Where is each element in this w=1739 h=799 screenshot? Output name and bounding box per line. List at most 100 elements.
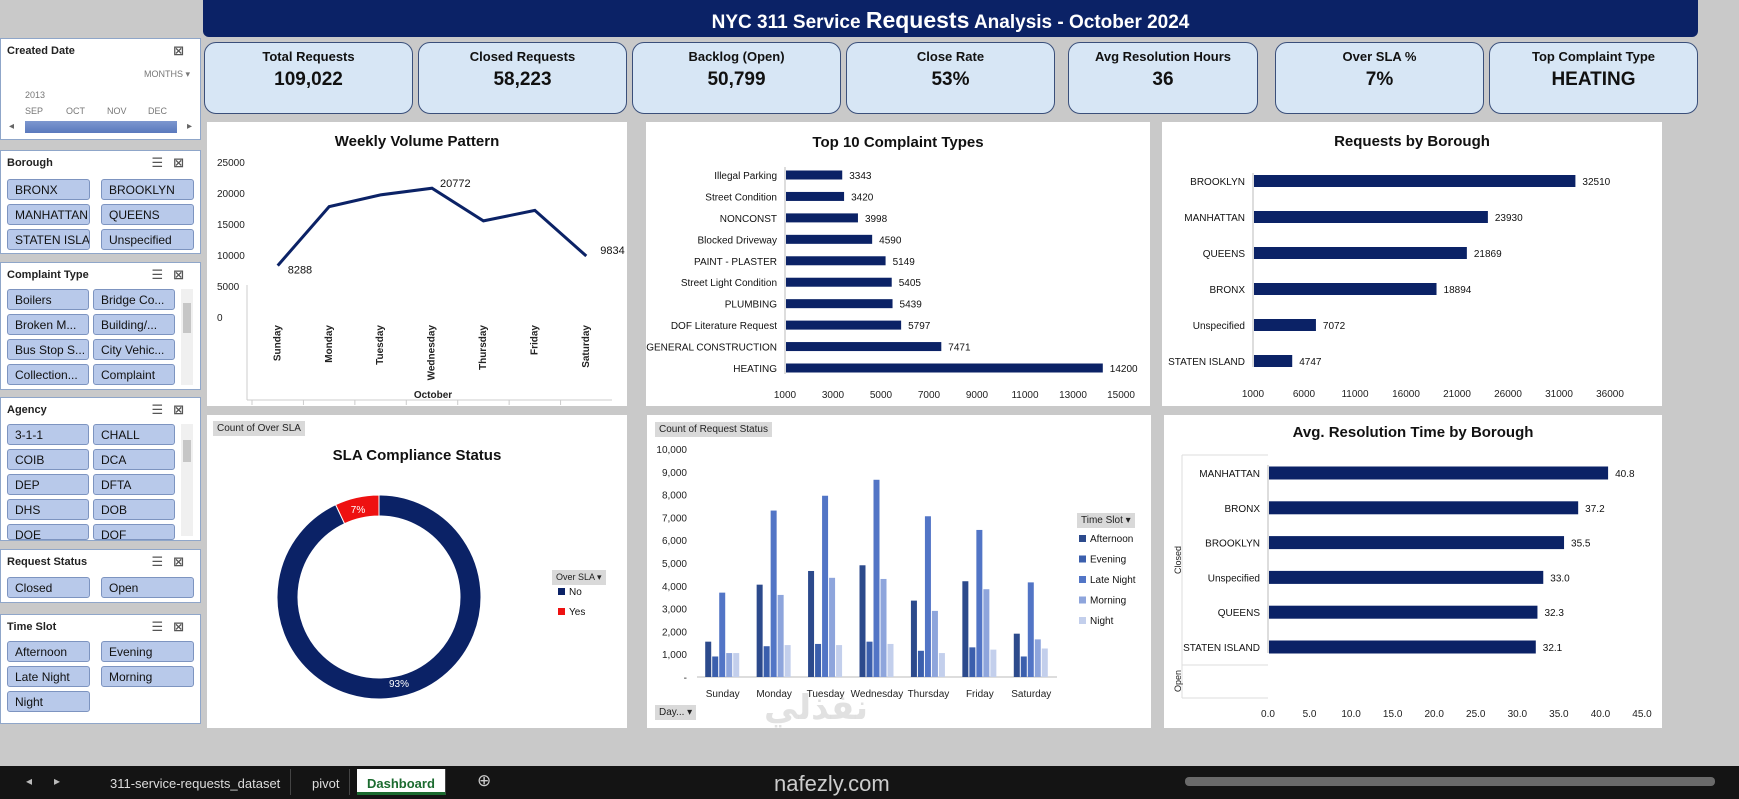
horizontal-scrollbar[interactable] — [1185, 777, 1715, 786]
slicer-complaint-type: Complaint Type ☰⊠ Boilers Bridge Co... Br… — [0, 262, 201, 390]
slicer-item[interactable]: QUEENS — [101, 204, 194, 225]
timeline-unit[interactable]: MONTHS ▾ — [144, 69, 190, 80]
group-label: Open — [1173, 670, 1183, 692]
slicer-scrollbar[interactable] — [181, 424, 193, 536]
x-tick-label: Monday — [756, 689, 792, 700]
slicer-scrollbar[interactable] — [181, 289, 193, 385]
kpi-value: 7% — [1365, 69, 1394, 90]
category-label: BRONX — [1224, 504, 1260, 515]
category-label: Street Condition — [705, 192, 777, 203]
column-bar — [969, 647, 976, 677]
slicer-item[interactable]: Morning — [101, 666, 194, 687]
legend-swatch — [1079, 617, 1086, 624]
slicer-item[interactable]: CHALL — [93, 424, 175, 445]
multi-select-icon[interactable]: ☰⊠ — [151, 402, 194, 417]
tab-scroll-right-icon[interactable]: ▸ — [54, 774, 61, 788]
bar — [1254, 247, 1467, 259]
scroll-right-icon[interactable]: ▸ — [187, 121, 193, 132]
category-label: Unspecified — [1208, 573, 1260, 584]
slicer-item[interactable]: Closed — [7, 577, 90, 598]
field-button[interactable]: Count of Request Status — [655, 422, 772, 437]
slicer-item[interactable]: 3-1-1 — [7, 424, 89, 445]
bar — [786, 277, 892, 287]
x-tick-label: Sunday — [272, 325, 283, 362]
slicer-item[interactable]: COIB — [7, 449, 89, 470]
slicer-item[interactable]: STATEN ISLA... — [7, 229, 90, 250]
slicer-item[interactable]: Open — [101, 577, 194, 598]
tab-dataset[interactable]: 311-service-requests_dataset — [100, 769, 292, 795]
column-bar — [712, 656, 719, 677]
slicer-item[interactable]: Bridge Co... — [93, 289, 175, 310]
data-label: 18894 — [1444, 285, 1472, 296]
slicer-item[interactable]: Afternoon — [7, 641, 90, 662]
tab-pivot[interactable]: pivot — [302, 769, 351, 795]
column-bar — [726, 653, 733, 677]
data-label: 5439 — [900, 300, 923, 311]
slicer-item[interactable]: DEP — [7, 474, 89, 495]
category-label: Unspecified — [1193, 321, 1245, 332]
slicer-title: Complaint Type — [7, 269, 89, 281]
column-bar — [962, 581, 969, 677]
slicer-item[interactable]: DOB — [93, 499, 175, 520]
data-label: 20772 — [440, 178, 471, 190]
slicer-item[interactable]: Broken M... — [7, 314, 89, 335]
slicer-item[interactable]: DHS — [7, 499, 89, 520]
data-label: 4590 — [879, 235, 902, 246]
dashboard-title: NYC 311 Service Requests Analysis - Octo… — [203, 0, 1698, 37]
slicer-item[interactable]: BRONX — [7, 179, 90, 200]
slicer-item[interactable]: Building/... — [93, 314, 175, 335]
category-label: GENERAL CONSTRUCTION — [646, 343, 777, 354]
tab-dashboard[interactable]: Dashboard — [357, 769, 446, 795]
avg-resolution-chart: 0.0 5.0 10.0 15.0 20.0 25.0 30.0 35.0 40.0 45.0 MA… — [1173, 454, 1652, 720]
clear-filter-icon[interactable]: ⊠ — [173, 43, 194, 58]
x-tick-label: Wednesday — [851, 689, 904, 700]
chart-title: Requests by Borough — [1334, 133, 1490, 150]
axis-field-button[interactable]: Day... ▾ — [655, 705, 697, 720]
column-bar — [1034, 639, 1041, 677]
column-bar — [770, 510, 777, 677]
y-tick-label: 1,000 — [662, 650, 687, 661]
x-tick-label: 40.0 — [1591, 709, 1611, 720]
bar — [1254, 355, 1293, 367]
timeline-created-date[interactable]: Created Date ⊠ MONTHS ▾ 2013 SEP OCT NOV … — [0, 38, 201, 140]
legend-filter-button[interactable]: Over SLA ▾ — [552, 570, 606, 585]
field-button[interactable]: Count of Over SLA — [213, 421, 305, 436]
filter-dropdown-icon: ▾ — [597, 572, 602, 582]
y-tick-label: 7,000 — [662, 513, 687, 524]
slicer-item[interactable]: City Vehic... — [93, 339, 175, 360]
slicer-header: Complaint Type ☰⊠ — [1, 263, 200, 287]
bar — [1254, 175, 1576, 187]
tab-scroll-left-icon[interactable]: ◂ — [26, 774, 33, 788]
slicer-item[interactable]: DOE — [7, 524, 89, 540]
scroll-left-icon[interactable]: ◂ — [9, 121, 15, 132]
multi-select-icon[interactable]: ☰⊠ — [151, 554, 194, 569]
slicer-item[interactable]: BROOKLYN — [101, 179, 194, 200]
slicer-item[interactable]: Boilers — [7, 289, 89, 310]
timeline-bar[interactable] — [25, 121, 177, 133]
column-bar — [938, 653, 945, 677]
slicer-item[interactable]: DFTA — [93, 474, 175, 495]
slicer-item[interactable]: Collection... — [7, 364, 89, 385]
slicer-item[interactable]: Bus Stop S... — [7, 339, 89, 360]
slicer-item[interactable]: Late Night — [7, 666, 90, 687]
x-tick-label: 10.0 — [1341, 709, 1361, 720]
slicer-item[interactable]: Unspecified — [101, 229, 194, 250]
slicer-item[interactable]: Evening — [101, 641, 194, 662]
multi-select-icon[interactable]: ☰⊠ — [151, 267, 194, 282]
category-label: NONCONST — [720, 214, 777, 225]
add-sheet-icon[interactable]: ⊕ — [477, 771, 492, 790]
data-label: 32.3 — [1544, 608, 1564, 619]
slicer-item[interactable]: DCA — [93, 449, 175, 470]
slicer-item[interactable]: MANHATTAN — [7, 204, 90, 225]
multi-select-icon[interactable]: ☰⊠ — [151, 619, 194, 634]
x-tick-label: 25.0 — [1466, 709, 1486, 720]
multi-select-icon[interactable]: ☰⊠ — [151, 155, 194, 170]
slicer-item[interactable]: Night — [7, 691, 90, 712]
kpi-close-rate: Close Rate 53% — [846, 42, 1055, 114]
slicer-item[interactable]: DOF — [93, 524, 175, 540]
column-bar — [829, 577, 836, 677]
legend-filter-button[interactable]: Time Slot ▾ — [1077, 513, 1135, 528]
column-bar — [733, 653, 740, 677]
slicer-item[interactable]: Complaint — [93, 364, 175, 385]
bar — [786, 320, 902, 330]
